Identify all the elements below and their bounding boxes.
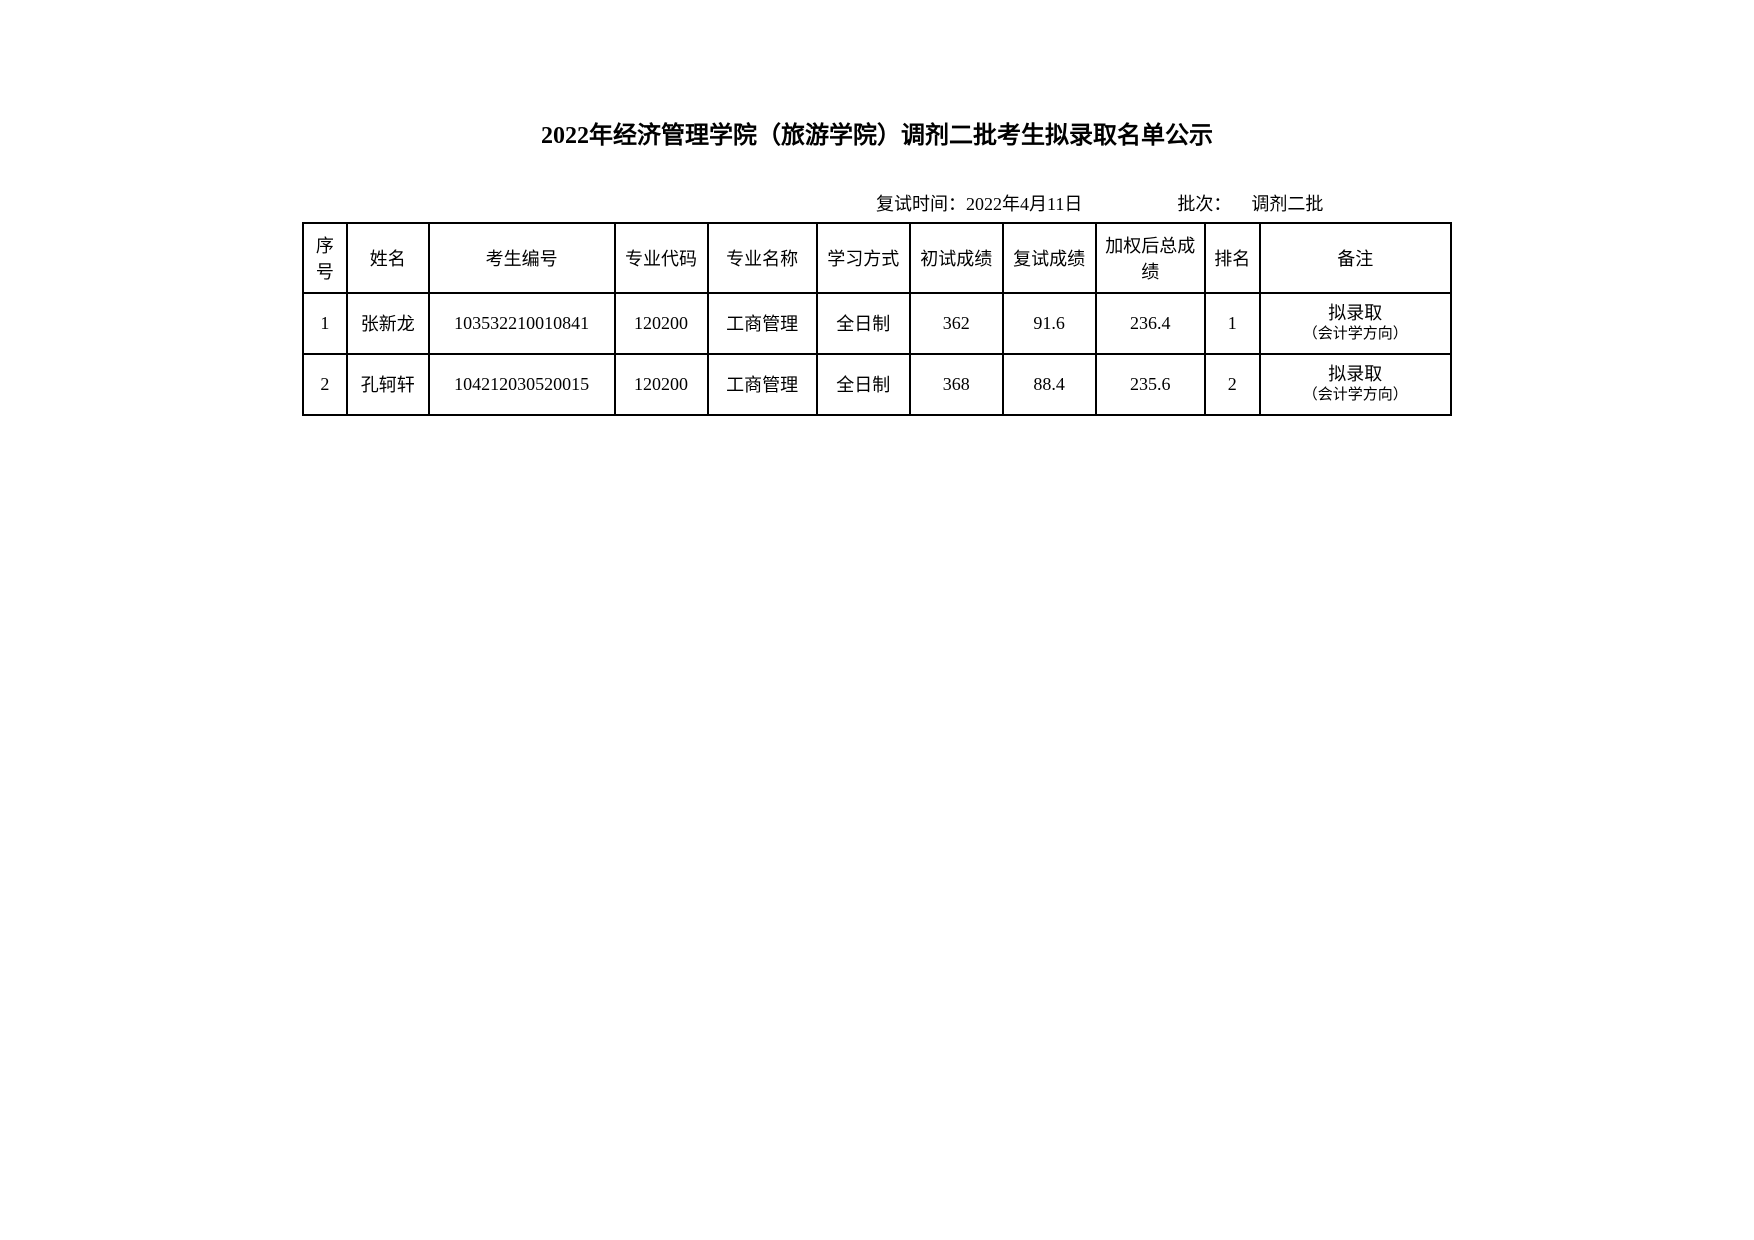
note-sub: （会计学方向） bbox=[1265, 325, 1446, 345]
header-prelim: 初试成绩 bbox=[910, 223, 1003, 293]
cell-majorcode: 120200 bbox=[615, 354, 708, 415]
note-sub: （会计学方向） bbox=[1265, 386, 1446, 406]
cell-retest: 88.4 bbox=[1003, 354, 1096, 415]
cell-prelim: 362 bbox=[910, 293, 1003, 354]
cell-prelim: 368 bbox=[910, 354, 1003, 415]
cell-id: 103532210010841 bbox=[429, 293, 615, 354]
header-name: 姓名 bbox=[347, 223, 429, 293]
cell-weighted: 236.4 bbox=[1096, 293, 1205, 354]
header-seq: 序号 bbox=[303, 223, 347, 293]
cell-weighted: 235.6 bbox=[1096, 354, 1205, 415]
table-row: 2 孔轲轩 104212030520015 120200 工商管理 全日制 36… bbox=[303, 354, 1451, 415]
cell-seq: 2 bbox=[303, 354, 347, 415]
cell-majorname: 工商管理 bbox=[708, 354, 817, 415]
batch-value: 调剂二批 bbox=[1251, 190, 1323, 216]
cell-studymode: 全日制 bbox=[817, 293, 910, 354]
header-majorname: 专业名称 bbox=[708, 223, 817, 293]
exam-time-value: 2022年4月11日 bbox=[966, 194, 1082, 214]
note-main: 拟录取 bbox=[1328, 303, 1382, 323]
header-retest: 复试成绩 bbox=[1003, 223, 1096, 293]
cell-retest: 91.6 bbox=[1003, 293, 1096, 354]
header-majorcode: 专业代码 bbox=[615, 223, 708, 293]
table-header-row: 序号 姓名 考生编号 专业代码 专业名称 学习方式 初试成绩 复试成绩 加权后总… bbox=[303, 223, 1451, 293]
cell-seq: 1 bbox=[303, 293, 347, 354]
cell-rank: 1 bbox=[1205, 293, 1260, 354]
cell-name: 张新龙 bbox=[347, 293, 429, 354]
cell-majorname: 工商管理 bbox=[708, 293, 817, 354]
admission-table: 序号 姓名 考生编号 专业代码 专业名称 学习方式 初试成绩 复试成绩 加权后总… bbox=[302, 222, 1452, 416]
cell-majorcode: 120200 bbox=[615, 293, 708, 354]
cell-name: 孔轲轩 bbox=[347, 354, 429, 415]
page-title: 2022年经济管理学院（旅游学院）调剂二批考生拟录取名单公示 bbox=[302, 115, 1452, 150]
header-studymode: 学习方式 bbox=[817, 223, 910, 293]
cell-note: 拟录取 （会计学方向） bbox=[1260, 293, 1451, 354]
meta-row: 复试时间：2022年4月11日 批次： 调剂二批 bbox=[302, 190, 1452, 216]
header-rank: 排名 bbox=[1205, 223, 1260, 293]
cell-studymode: 全日制 bbox=[817, 354, 910, 415]
header-weighted: 加权后总成绩 bbox=[1096, 223, 1205, 293]
document-container: 2022年经济管理学院（旅游学院）调剂二批考生拟录取名单公示 复试时间：2022… bbox=[302, 115, 1452, 416]
cell-id: 104212030520015 bbox=[429, 354, 615, 415]
exam-time-label: 复试时间： bbox=[876, 194, 966, 214]
cell-note: 拟录取 （会计学方向） bbox=[1260, 354, 1451, 415]
header-id: 考生编号 bbox=[429, 223, 615, 293]
header-note: 备注 bbox=[1260, 223, 1451, 293]
batch-label: 批次： bbox=[1177, 190, 1231, 216]
note-main: 拟录取 bbox=[1328, 364, 1382, 384]
cell-rank: 2 bbox=[1205, 354, 1260, 415]
table-row: 1 张新龙 103532210010841 120200 工商管理 全日制 36… bbox=[303, 293, 1451, 354]
exam-time: 复试时间：2022年4月11日 bbox=[876, 190, 1082, 216]
